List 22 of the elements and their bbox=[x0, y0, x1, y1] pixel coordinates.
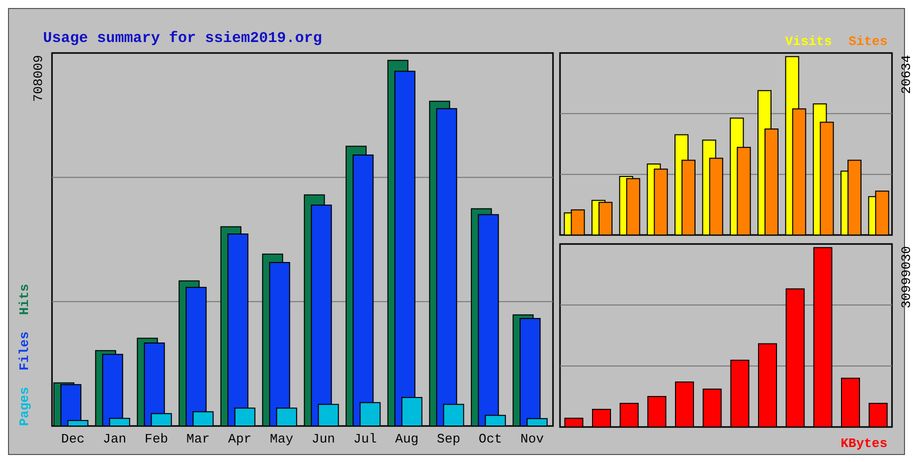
x-tick-label: Sep bbox=[436, 432, 460, 446]
x-tick-label: Nov bbox=[520, 432, 544, 446]
x-tick-label: Jul bbox=[353, 432, 378, 446]
text: Files bbox=[17, 331, 32, 370]
x-tick-label: Jan bbox=[102, 432, 126, 446]
x-tick-label: Dec bbox=[61, 432, 85, 446]
text: 708009 bbox=[31, 55, 46, 102]
text: 20634 bbox=[899, 54, 913, 94]
x-tick-label: Oct bbox=[478, 432, 502, 446]
series-label: KBytes bbox=[840, 436, 888, 451]
x-tick-label: Jun bbox=[312, 432, 336, 446]
x-tick-label: May bbox=[270, 432, 294, 446]
text: 30999030 bbox=[899, 246, 913, 308]
x-tick-label: Apr bbox=[228, 432, 252, 446]
text: Sites bbox=[848, 34, 888, 49]
text: Pages bbox=[17, 386, 32, 426]
x-tick-label: Feb bbox=[144, 432, 168, 446]
series-label: Visits bbox=[785, 34, 832, 49]
text: Hits bbox=[17, 284, 32, 315]
chart-title: Usage summary for ssiem2019.org bbox=[43, 30, 322, 47]
x-tick-label: Mar bbox=[186, 432, 210, 446]
x-tick-label: Aug bbox=[395, 432, 419, 446]
